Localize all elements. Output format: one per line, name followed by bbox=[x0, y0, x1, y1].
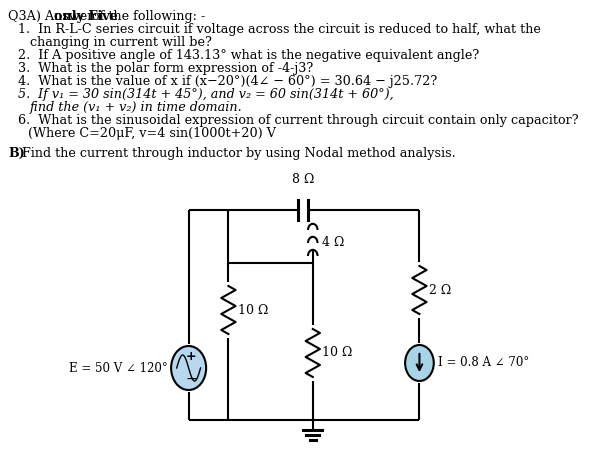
Text: 2.  If A positive angle of 143.13° what is the negative equivalent angle?: 2. If A positive angle of 143.13° what i… bbox=[18, 49, 478, 62]
Text: I = 0.8 A ∠ 70°: I = 0.8 A ∠ 70° bbox=[438, 356, 529, 370]
Text: 4.  What is the value of x if (x−20°)(4∠ − 60°) = 30.64 − j25.72?: 4. What is the value of x if (x−20°)(4∠ … bbox=[18, 75, 437, 88]
Text: 8 Ω: 8 Ω bbox=[292, 173, 314, 186]
Text: 2 Ω: 2 Ω bbox=[429, 283, 451, 296]
Circle shape bbox=[405, 345, 434, 381]
Text: Find the current through inductor by using Nodal method analysis.: Find the current through inductor by usi… bbox=[18, 147, 456, 160]
Text: 5.  If v₁ = 30 sin(314t + 45°), and v₂ = 60 sin(314t + 60°),: 5. If v₁ = 30 sin(314t + 45°), and v₂ = … bbox=[18, 88, 393, 101]
Text: +: + bbox=[186, 350, 196, 363]
Text: 4 Ω: 4 Ω bbox=[322, 237, 345, 250]
Text: 6.  What is the sinusoidal expression of current through circuit contain only ca: 6. What is the sinusoidal expression of … bbox=[18, 114, 578, 127]
Circle shape bbox=[171, 346, 206, 390]
Text: 10 Ω: 10 Ω bbox=[238, 304, 268, 316]
Text: 10 Ω: 10 Ω bbox=[322, 346, 353, 360]
Text: only Five: only Five bbox=[54, 10, 118, 23]
Text: of the following: -: of the following: - bbox=[88, 10, 205, 23]
Text: −: − bbox=[185, 372, 197, 386]
Text: Q3A) Answer: Q3A) Answer bbox=[8, 10, 97, 23]
Text: changing in current will be?: changing in current will be? bbox=[30, 36, 212, 49]
Text: E = 50 V ∠ 120°: E = 50 V ∠ 120° bbox=[69, 361, 168, 375]
Text: (Where C=20μF, v=4 sin(1000t+20) V: (Where C=20μF, v=4 sin(1000t+20) V bbox=[28, 127, 276, 140]
Text: find the (v₁ + v₂) in time domain.: find the (v₁ + v₂) in time domain. bbox=[30, 101, 243, 114]
Text: B): B) bbox=[8, 147, 25, 160]
Text: 3.  What is the polar form expression of -4-j3?: 3. What is the polar form expression of … bbox=[18, 62, 313, 75]
Text: 1.  In R-L-C series circuit if voltage across the circuit is reduced to half, wh: 1. In R-L-C series circuit if voltage ac… bbox=[18, 23, 540, 36]
